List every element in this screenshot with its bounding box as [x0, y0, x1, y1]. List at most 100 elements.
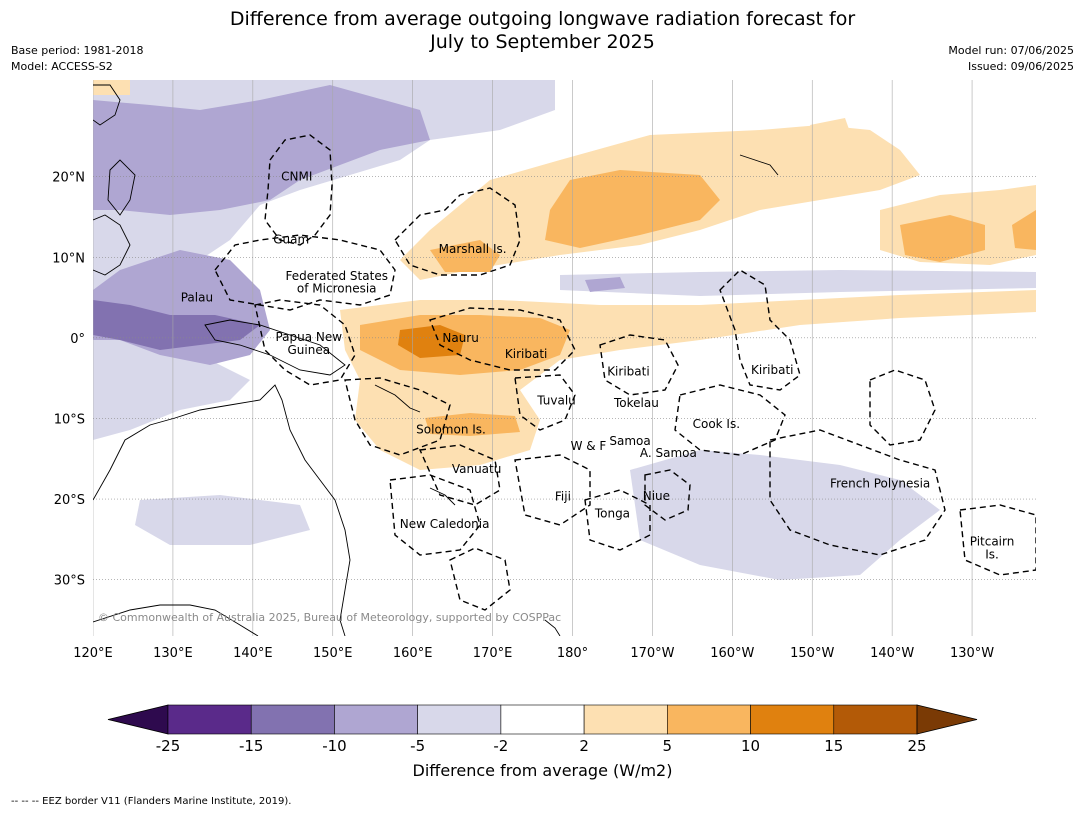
place-label: Pitcairn	[970, 535, 1015, 549]
place-label: Cook Is.	[693, 417, 740, 431]
base-period-info: Base period: 1981-2018 Model: ACCESS-S2	[11, 43, 143, 75]
latitude-tick-label: 20°N	[52, 171, 85, 186]
eez-micronesia	[214, 234, 396, 311]
colorbar-tick-label: 2	[579, 737, 589, 755]
place-label: Is.	[985, 548, 999, 562]
eez-cnmi	[264, 134, 333, 246]
place-label: New Caledonia	[400, 517, 490, 531]
longitude-tick-label: 140°W	[870, 646, 914, 661]
place-label: Kiribati	[607, 365, 649, 379]
model-name: Model: ACCESS-S2	[11, 60, 113, 73]
place-label: Guinea	[287, 343, 330, 357]
place-label: French Polynesia	[830, 477, 930, 491]
title-line-1: Difference from average outgoing longwav…	[229, 8, 856, 30]
eez-tuvalu	[514, 374, 576, 431]
hawaii-coast	[739, 154, 779, 176]
place-label: Samoa	[609, 434, 650, 448]
longitude-tick-label: 130°E	[153, 646, 193, 661]
copyright-notice: © Commonwealth of Australia 2025, Bureau…	[98, 611, 561, 624]
longitude-tick-label: 150°W	[790, 646, 834, 661]
eez-kiribati-phoenix	[599, 334, 679, 396]
place-label: Tuvalu	[536, 394, 576, 408]
base-period: Base period: 1981-2018	[11, 44, 144, 57]
place-label: Palau	[181, 291, 213, 305]
colorbar-tick-label: -15	[239, 737, 264, 755]
colorbar-extend-low	[107, 704, 169, 735]
colorbar-label: Difference from average (W/m2)	[412, 761, 673, 780]
place-label: Tokelau	[613, 396, 659, 410]
colorbar-segment	[250, 704, 335, 735]
philippines-coast	[107, 159, 136, 216]
latitude-tick-label: 10°S	[54, 412, 85, 427]
colorbar-segment	[334, 704, 418, 735]
place-label: W & F	[571, 439, 607, 453]
longitude-tick-label: 120°E	[73, 646, 113, 661]
place-label: Papua New	[275, 330, 342, 344]
longitude-tick-label: 140°E	[233, 646, 273, 661]
colorbar-extend-high	[916, 704, 978, 735]
eez-cook-is	[674, 384, 786, 456]
colorbar: -25 -15 -10 -5 -2 2 5 10 15 25	[107, 704, 978, 755]
eez-tonga	[584, 489, 651, 551]
longitude-tick-label: 170°W	[630, 646, 674, 661]
coastlines	[93, 84, 779, 636]
place-label: Nauru	[442, 331, 478, 345]
taiwan-japan-coast	[93, 84, 121, 126]
australia-coast	[93, 384, 351, 636]
eez-marquesas	[869, 369, 936, 446]
borneo-philippines-coast	[93, 214, 131, 276]
eez-norfolk	[449, 547, 511, 611]
eez-pitcairn	[959, 504, 1036, 576]
longitude-tick-label: 170°E	[473, 646, 513, 661]
colorbar-segment	[417, 704, 502, 735]
place-label: Niue	[643, 489, 670, 503]
colorbar-tick-label: -2	[493, 737, 508, 755]
colorbar-tick-label: 25	[907, 737, 926, 755]
eez-kiribati-gilbert	[429, 307, 576, 371]
colorbar-tick-label: -10	[322, 737, 347, 755]
colorbar-tick-label: -25	[156, 737, 181, 755]
latitude-tick-label: 20°S	[54, 493, 85, 508]
new-zealand-coast	[544, 619, 561, 636]
place-label: A. Samoa	[640, 446, 697, 460]
colorbar-segment	[833, 704, 918, 735]
gridlines	[93, 80, 1036, 636]
colorbar-tick-label: 5	[663, 737, 673, 755]
colorbar-tick-label: 10	[741, 737, 760, 755]
new-guinea-coast	[204, 319, 346, 376]
colorbar-tick-label: 15	[824, 737, 843, 755]
eez-borders	[214, 134, 1036, 611]
run-info: Model run: 07/06/2025 Issued: 09/06/2025	[948, 43, 1074, 75]
longitude-tick-label: 160°W	[710, 646, 754, 661]
place-label: Guam	[273, 233, 309, 247]
latitude-tick-label: 10°N	[52, 251, 85, 266]
place-label: Solomon Is.	[416, 423, 486, 437]
latitude-ticks: 20°N 10°N 0° 10°S 20°S 30°S	[52, 171, 85, 589]
eez-french-polynesia	[769, 429, 946, 556]
longitude-tick-label: 150°E	[313, 646, 353, 661]
place-label: Tonga	[594, 507, 630, 521]
longitude-tick-label: 160°E	[393, 646, 433, 661]
title-line-2: July to September 2025	[430, 31, 655, 53]
latitude-tick-label: 0°	[70, 332, 85, 347]
colorbar-segment	[583, 704, 668, 735]
anomaly-dark-purple	[93, 300, 260, 350]
eez-vanuatu	[418, 444, 501, 506]
colorbar-segment	[167, 704, 252, 735]
issued-date: Issued: 09/06/2025	[967, 60, 1074, 73]
model-run: Model run: 07/06/2025	[948, 44, 1074, 57]
eez-legend-note: -- -- -- EEZ border V11 (Flanders Marine…	[11, 796, 292, 807]
place-label: Marshall Is.	[439, 242, 507, 256]
longitude-tick-label: 180°	[557, 646, 588, 661]
place-label: Fiji	[555, 490, 571, 504]
eez-fiji	[514, 454, 591, 526]
eez-solomon	[344, 377, 451, 456]
eez-new-caledonia	[389, 474, 481, 556]
colorbar-segment	[667, 704, 751, 735]
place-label: Federated States	[286, 269, 388, 283]
place-label: CNMI	[281, 170, 312, 184]
latitude-tick-label: 30°S	[54, 574, 85, 589]
longitude-tick-label: 130°W	[950, 646, 994, 661]
